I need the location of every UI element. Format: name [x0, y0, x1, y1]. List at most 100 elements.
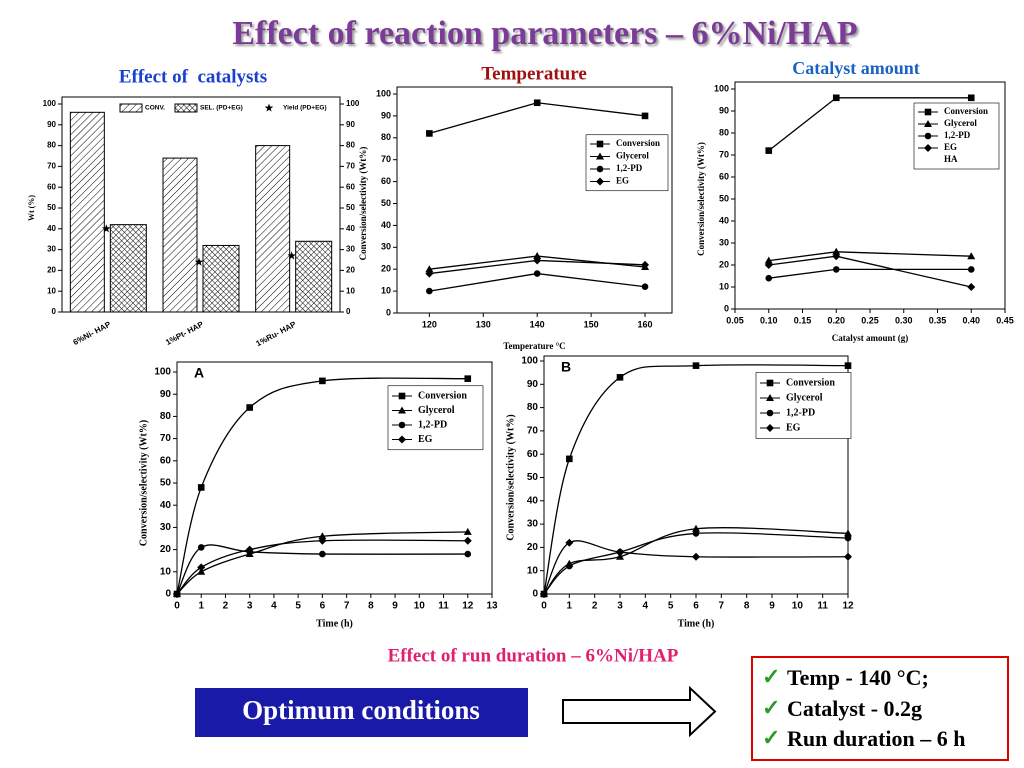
y2-tick-label: 60 — [346, 182, 355, 191]
marker — [692, 552, 700, 561]
check: ✓ — [762, 725, 780, 750]
y-tick-label: 100 — [43, 99, 57, 108]
marker — [464, 550, 472, 558]
marker — [924, 120, 932, 127]
y-tick-label: 70 — [527, 426, 539, 437]
y-tick-label: 80 — [527, 402, 539, 413]
marker — [765, 274, 773, 282]
marker — [844, 534, 852, 542]
y-tick-label: 90 — [527, 379, 539, 390]
legend-label: 1,2-PD — [418, 419, 447, 430]
button-box — [195, 688, 528, 737]
x-axis-label: Temperature °C — [503, 341, 565, 351]
y-tick-label: 100 — [154, 367, 171, 378]
x-tick-label: 0.45 — [996, 315, 1014, 325]
y2-tick-label: 90 — [346, 120, 355, 129]
marker — [319, 377, 326, 385]
marker — [641, 283, 649, 291]
y-tick-label: 10 — [527, 565, 539, 576]
y-tick-label: 20 — [527, 542, 539, 553]
x-tick-label: 0.05 — [726, 315, 744, 325]
marker — [924, 132, 932, 140]
x-tick-label: 11 — [438, 601, 449, 612]
marker — [540, 590, 548, 598]
x-tick-label: 13 — [486, 601, 498, 612]
y-tick-label: 40 — [381, 220, 391, 230]
marker — [641, 260, 650, 269]
y-tick-label: 60 — [527, 449, 539, 460]
x-tick-label: 4 — [643, 601, 649, 612]
series-line — [429, 102, 646, 135]
marker — [832, 94, 840, 102]
marker — [287, 251, 296, 260]
marker — [173, 590, 181, 598]
y-tick-label: 80 — [160, 411, 172, 422]
panel-label: B — [561, 359, 571, 375]
series-line — [176, 539, 468, 595]
x-tick-label: 3 — [617, 601, 623, 612]
bar — [69, 111, 105, 313]
y-tick-label: 70 — [381, 154, 391, 164]
y-tick-label: 40 — [719, 215, 729, 225]
x-tick-label: 2 — [592, 601, 598, 612]
marker — [967, 283, 976, 291]
marker — [616, 552, 624, 560]
marker — [832, 247, 841, 255]
x-tick-label: 140 — [530, 319, 545, 329]
y-tick-label: 90 — [719, 105, 729, 115]
marker — [246, 404, 253, 411]
x-tick-label: 9 — [769, 601, 775, 612]
x-tick-label: 0.20 — [827, 315, 845, 325]
marker — [692, 524, 700, 532]
plot-frame — [61, 96, 341, 313]
x-axis-label: Catalyst amount (g) — [832, 333, 909, 343]
legend-label: Conversion — [786, 377, 835, 388]
marker — [692, 362, 700, 369]
marker — [464, 375, 472, 382]
x-axis-label: Time (h) — [316, 618, 353, 629]
x-tick-label: 0.35 — [929, 315, 947, 325]
y-tick-label: 20 — [719, 259, 729, 269]
bar — [202, 244, 240, 313]
y2-tick-label: 0 — [346, 307, 351, 316]
marker — [844, 362, 852, 369]
x-tick-label: 120 — [422, 319, 437, 329]
marker — [967, 94, 975, 102]
y-tick-label: 50 — [527, 472, 539, 483]
conditions: ✓ Temp - 140 °C; ✓ Catalyst - 0.2g ✓ Run… — [762, 664, 966, 751]
caption: Effect of run duration – 6%Ni/HAP — [388, 645, 679, 666]
marker — [318, 532, 327, 540]
marker — [194, 257, 204, 266]
legend-label: 1,2-PD — [616, 163, 643, 173]
y-tick-label: 10 — [47, 286, 56, 295]
x-tick-label: 12 — [462, 601, 474, 612]
x-tick-label: 7 — [344, 601, 350, 612]
y-tick-label: 80 — [719, 127, 729, 137]
marker — [832, 266, 840, 273]
x-tick-label: 1%Ru- HAP — [255, 319, 299, 348]
marker — [533, 256, 542, 265]
y-axis-label: Conversion/selectivity (Wt%) — [358, 147, 368, 261]
chart-title: Catalyst amount — [792, 58, 920, 78]
x-tick-label: 9 — [392, 601, 398, 612]
marker — [102, 224, 111, 233]
y-tick-label: 0 — [165, 589, 171, 600]
legend-swatch — [174, 103, 198, 113]
y-axis-label: Wt (%) — [27, 195, 36, 221]
bar — [295, 240, 333, 313]
y-tick-label: 40 — [160, 500, 172, 511]
y-tick-label: 70 — [47, 162, 56, 171]
x-tick-label: 3 — [247, 601, 253, 612]
y2-tick-label: 70 — [346, 162, 355, 171]
x-tick-label: 7 — [719, 601, 725, 612]
y-tick-label: 100 — [376, 88, 391, 98]
x-tick-label: 0 — [541, 601, 547, 612]
y-tick-label: 40 — [527, 495, 539, 506]
legend-label: Conversion — [616, 138, 660, 148]
slide-title: Effect of reaction parameters – 6%Ni/HAP — [232, 15, 857, 52]
legend-label: Glycerol — [616, 151, 649, 161]
y-tick-label: 90 — [381, 110, 391, 120]
y2-tick-label: 30 — [346, 245, 355, 254]
marker — [764, 261, 773, 269]
marker — [533, 99, 541, 107]
